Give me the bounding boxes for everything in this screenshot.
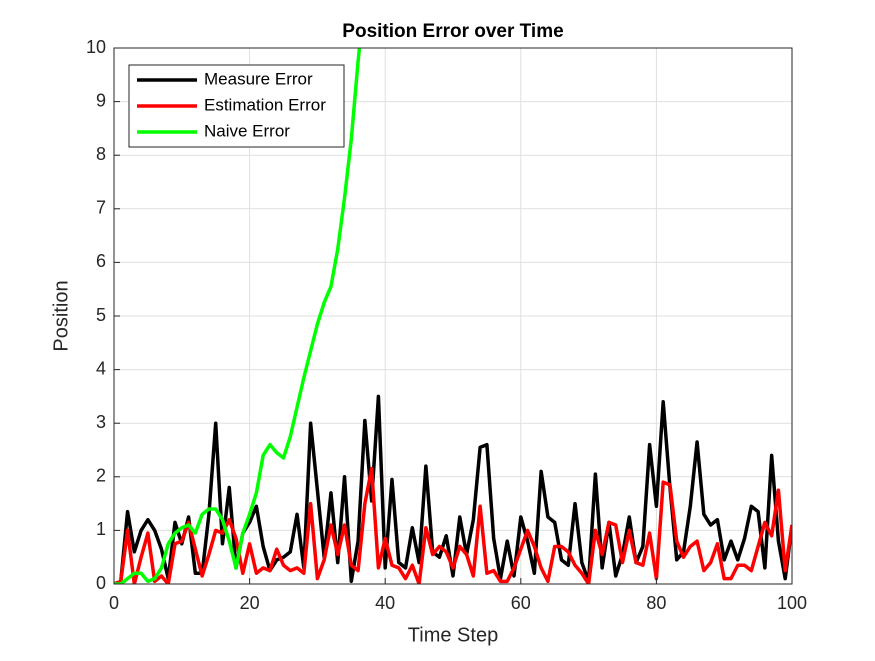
chart-title: Position Error over Time [342, 21, 563, 42]
series-line [114, 394, 792, 584]
x-tick-label: 20 [240, 593, 260, 613]
y-tick-label: 9 [96, 90, 106, 110]
series-line [114, 467, 792, 584]
y-tick-label: 10 [86, 37, 106, 57]
y-tick-label: 6 [96, 251, 106, 271]
legend-label: Measure Error [204, 69, 313, 88]
y-tick-label: 5 [96, 305, 106, 325]
y-tick-label: 0 [96, 573, 106, 593]
series-line [114, 48, 362, 584]
x-axis-label: Time Step [408, 624, 498, 646]
y-tick-label: 8 [96, 144, 106, 164]
x-tick-label: 60 [511, 593, 531, 613]
x-tick-label: 80 [646, 593, 666, 613]
y-tick-label: 2 [96, 466, 106, 486]
x-tick-label: 100 [777, 593, 807, 613]
y-tick-label: 7 [96, 198, 106, 218]
y-tick-label: 3 [96, 412, 106, 432]
legend-label: Naive Error [204, 121, 290, 140]
y-tick-label: 4 [96, 358, 106, 378]
x-tick-label: 0 [109, 593, 119, 613]
y-tick-label: 1 [96, 519, 106, 539]
x-tick-label: 40 [375, 593, 395, 613]
legend-label: Estimation Error [204, 95, 326, 114]
y-axis-label: Position [50, 280, 72, 351]
